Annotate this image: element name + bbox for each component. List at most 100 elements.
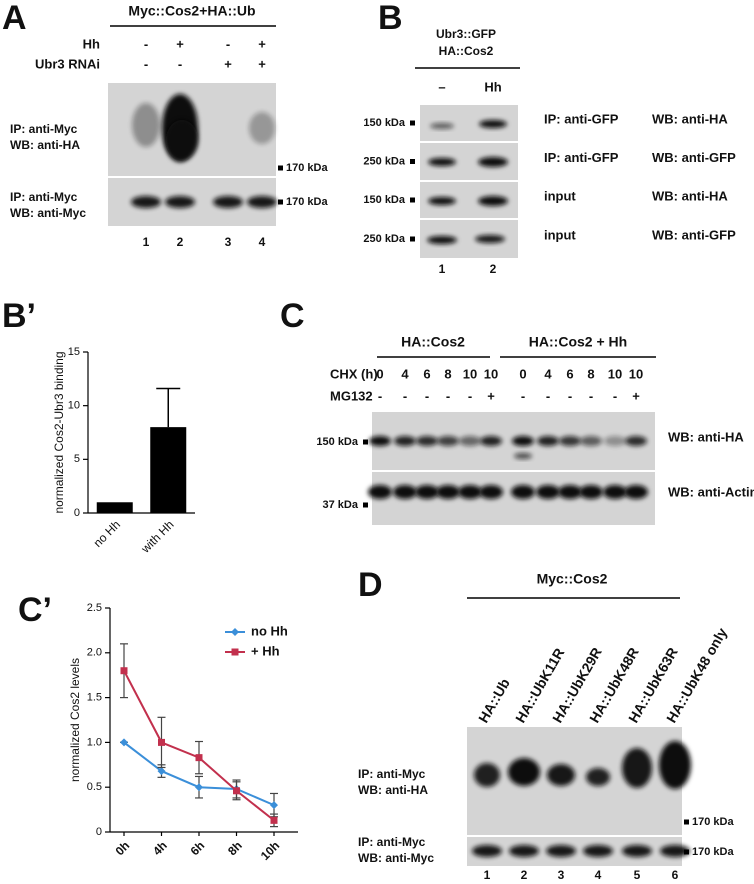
label: HA::UbK48 only bbox=[663, 625, 730, 725]
band bbox=[247, 196, 277, 208]
label: - bbox=[226, 36, 230, 51]
label: 3 bbox=[558, 868, 565, 882]
label: input bbox=[544, 227, 576, 242]
band bbox=[393, 485, 417, 499]
legend-marker bbox=[231, 628, 239, 636]
label: - bbox=[178, 56, 182, 71]
marker-tick bbox=[410, 236, 415, 242]
panel-label: A bbox=[2, 0, 27, 37]
band bbox=[480, 436, 502, 446]
band bbox=[437, 436, 459, 446]
marker-tick bbox=[410, 197, 415, 203]
band bbox=[622, 748, 652, 788]
label: 6 bbox=[423, 366, 430, 381]
band bbox=[166, 120, 198, 160]
band bbox=[547, 764, 575, 786]
panel-label: C bbox=[280, 297, 305, 335]
band bbox=[394, 436, 416, 446]
point bbox=[270, 816, 278, 824]
blot bbox=[467, 727, 682, 835]
band bbox=[660, 845, 690, 857]
band bbox=[558, 485, 582, 499]
y-tick-label: 0 bbox=[74, 507, 80, 519]
label: Hh bbox=[484, 79, 501, 94]
marker-tick bbox=[410, 159, 415, 164]
label: - bbox=[446, 388, 450, 403]
label: WB: anti-HA bbox=[652, 111, 728, 126]
marker-tick bbox=[278, 199, 283, 205]
x-tick-label: 6h bbox=[188, 838, 208, 858]
y-axis-label: normalized Cos2 levels bbox=[68, 658, 82, 782]
label: IP: anti-Myc bbox=[10, 190, 78, 204]
label: 4 bbox=[595, 868, 602, 882]
label: 2 bbox=[177, 235, 184, 249]
point bbox=[195, 754, 203, 762]
x-tick-label: no Hh bbox=[91, 517, 124, 550]
legend-marker bbox=[231, 648, 239, 656]
band bbox=[536, 485, 560, 499]
band bbox=[368, 485, 392, 499]
band bbox=[546, 845, 576, 857]
band bbox=[459, 436, 481, 446]
label: - bbox=[144, 36, 148, 51]
kda-marker: 150 kDa bbox=[316, 436, 358, 448]
label: 6 bbox=[566, 366, 573, 381]
marker-tick bbox=[363, 502, 368, 508]
y-tick-label: 2.5 bbox=[87, 602, 102, 614]
point bbox=[120, 738, 128, 747]
bar bbox=[150, 427, 187, 513]
band bbox=[624, 485, 648, 499]
band bbox=[512, 436, 534, 446]
label: WB: anti-GFP bbox=[652, 150, 736, 165]
label: + bbox=[224, 56, 232, 71]
label: + bbox=[632, 388, 640, 403]
band bbox=[478, 157, 508, 167]
band bbox=[474, 763, 500, 787]
label: - bbox=[568, 388, 572, 403]
label: Ubr3::GFP bbox=[436, 27, 496, 41]
label: MG132 bbox=[330, 388, 373, 403]
label: 10 bbox=[629, 366, 643, 381]
blot bbox=[372, 472, 655, 525]
kda-marker: 150 kDa bbox=[363, 117, 405, 129]
label: 4 bbox=[259, 235, 266, 249]
label: 10 bbox=[608, 366, 622, 381]
y-tick-label: 2.0 bbox=[87, 647, 102, 659]
bar bbox=[96, 502, 133, 513]
panel-title: Myc::Cos2 bbox=[537, 571, 608, 587]
y-tick-label: 0.5 bbox=[87, 781, 102, 793]
label: HA::Ub bbox=[475, 676, 513, 726]
label: input bbox=[544, 188, 576, 203]
y-tick-label: 1.5 bbox=[87, 692, 102, 704]
panel-label: B bbox=[378, 0, 403, 37]
label: + bbox=[176, 36, 184, 51]
kda-marker: 150 kDa bbox=[363, 194, 405, 206]
kda-marker: 170 kDa bbox=[286, 196, 328, 208]
label: 6 bbox=[672, 868, 679, 882]
label: 3 bbox=[225, 235, 232, 249]
label: 0 bbox=[376, 366, 383, 381]
band bbox=[416, 436, 438, 446]
marker-tick bbox=[410, 120, 415, 126]
label: - bbox=[521, 388, 525, 403]
band bbox=[472, 845, 502, 857]
band bbox=[659, 741, 691, 789]
band bbox=[579, 485, 603, 499]
y-axis-label: normalized Cos2-Ubr3 binding bbox=[52, 351, 66, 513]
label: Ubr3 RNAi bbox=[35, 56, 100, 71]
kda-marker: 250 kDa bbox=[363, 155, 405, 167]
band bbox=[428, 197, 456, 205]
label: - bbox=[425, 388, 429, 403]
band bbox=[428, 158, 456, 166]
band bbox=[580, 436, 602, 446]
band bbox=[369, 436, 391, 446]
label: IP: anti-Myc bbox=[358, 835, 426, 849]
label: 0 bbox=[519, 366, 526, 381]
x-tick-label: 8h bbox=[225, 838, 245, 858]
band bbox=[436, 485, 460, 499]
label: 2 bbox=[490, 262, 497, 276]
label: – bbox=[438, 79, 445, 94]
label: 1 bbox=[439, 262, 446, 276]
label: 4 bbox=[544, 366, 552, 381]
